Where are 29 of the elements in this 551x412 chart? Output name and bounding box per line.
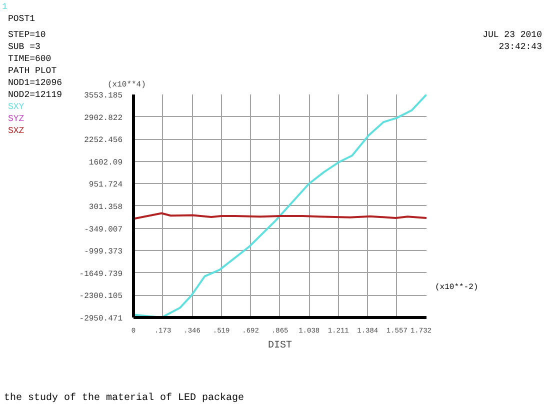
y-tick-label: -1649.739	[79, 270, 123, 279]
text: NOD1=12096	[8, 78, 62, 88]
legend-label: SYZ	[8, 114, 24, 124]
y-tick-label: 301.358	[88, 203, 123, 212]
y-tick-label: 3553.185	[84, 92, 123, 100]
text: 1	[2, 2, 8, 12]
text: JUL 23 2010	[482, 30, 542, 40]
text: (x10**-2)	[435, 283, 478, 293]
text: NOD2=12119	[8, 90, 62, 100]
text: SUB =3	[8, 42, 40, 52]
text: STEP=10	[8, 30, 46, 40]
y-tick-label: -349.007	[84, 225, 123, 234]
y-tick-label: -2950.471	[79, 314, 123, 324]
text: 23:42:43	[498, 42, 542, 52]
text: SXZ	[8, 126, 24, 136]
text: POST1	[8, 14, 36, 24]
text: PATH PLOT	[8, 66, 57, 76]
y-tick-label: 2252.456	[84, 136, 123, 146]
y-tick-label: 2902.822	[84, 114, 123, 123]
x-axis-title: DIST	[268, 340, 292, 352]
y-tick-label: 951.724	[88, 180, 123, 190]
text: the study of the material of LED package	[4, 393, 244, 404]
text: TIME=600	[8, 54, 52, 64]
text: SXY	[8, 102, 24, 112]
y-tick-label: -2300.105	[79, 292, 123, 302]
y-tick-label: 1602.09	[88, 158, 123, 168]
text: (x10**4)	[108, 80, 146, 90]
y-tick-label: -999.373	[84, 248, 123, 257]
line-series	[134, 94, 426, 318]
